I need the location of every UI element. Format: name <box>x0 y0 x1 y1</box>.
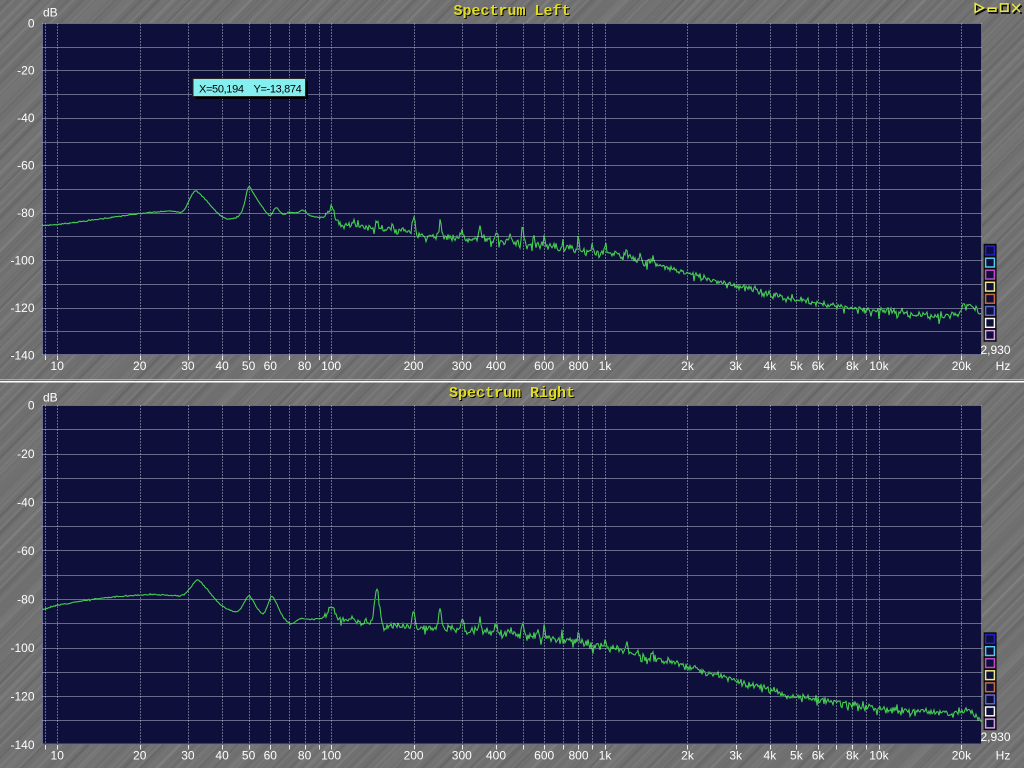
svg-text:-80: -80 <box>17 206 35 220</box>
svg-text:50: 50 <box>242 359 256 373</box>
svg-text:Spectrum Left: Spectrum Left <box>453 3 570 20</box>
svg-text:1k: 1k <box>599 749 613 763</box>
svg-text:600: 600 <box>534 749 554 763</box>
svg-text:Spectrum Right: Spectrum Right <box>450 386 576 403</box>
svg-text:10: 10 <box>51 749 65 763</box>
svg-text:400: 400 <box>486 359 506 373</box>
svg-text:100: 100 <box>321 749 341 763</box>
svg-text:-140: -140 <box>10 738 34 752</box>
svg-text:200: 200 <box>404 359 424 373</box>
svg-text:8k: 8k <box>846 359 860 373</box>
svg-text:2,930: 2,930 <box>980 343 1010 357</box>
svg-text:-20: -20 <box>17 447 35 461</box>
svg-text:30: 30 <box>181 359 195 373</box>
svg-text:600: 600 <box>534 359 554 373</box>
svg-text:30: 30 <box>181 749 195 763</box>
svg-text:200: 200 <box>404 749 424 763</box>
svg-text:Spectrum Left: Spectrum Left <box>454 4 571 21</box>
svg-text:100: 100 <box>321 359 341 373</box>
svg-text:60: 60 <box>264 749 278 763</box>
svg-text:2k: 2k <box>681 749 695 763</box>
svg-text:80: 80 <box>298 359 312 373</box>
svg-text:dB: dB <box>43 6 58 20</box>
svg-text:10k: 10k <box>869 359 889 373</box>
svg-text:-60: -60 <box>17 159 35 173</box>
svg-text:20k: 20k <box>952 749 972 763</box>
svg-text:Hz: Hz <box>996 749 1011 763</box>
svg-text:4k: 4k <box>764 749 778 763</box>
svg-text:300: 300 <box>452 749 472 763</box>
svg-text:4k: 4k <box>764 359 778 373</box>
svg-text:2,930: 2,930 <box>980 730 1010 744</box>
svg-text:-100: -100 <box>10 253 34 267</box>
svg-text:6k: 6k <box>812 749 826 763</box>
svg-text:20: 20 <box>133 359 147 373</box>
svg-text:-120: -120 <box>10 689 34 703</box>
svg-text:40: 40 <box>215 359 229 373</box>
svg-text:800: 800 <box>568 359 588 373</box>
svg-text:-20: -20 <box>17 64 35 78</box>
svg-text:-80: -80 <box>17 592 35 606</box>
svg-text:-40: -40 <box>17 495 35 509</box>
svg-text:40: 40 <box>215 749 229 763</box>
svg-text:5k: 5k <box>790 359 804 373</box>
svg-text:-60: -60 <box>17 544 35 558</box>
svg-text:10k: 10k <box>869 749 889 763</box>
svg-text:dB: dB <box>43 391 58 405</box>
svg-text:3k: 3k <box>729 749 743 763</box>
svg-text:1k: 1k <box>599 359 613 373</box>
svg-text:20: 20 <box>133 749 147 763</box>
svg-text:60: 60 <box>264 359 278 373</box>
svg-text:400: 400 <box>486 749 506 763</box>
svg-text:Spectrum Right: Spectrum Right <box>449 385 575 402</box>
svg-text:8k: 8k <box>846 749 860 763</box>
svg-text:80: 80 <box>298 749 312 763</box>
svg-text:-40: -40 <box>17 111 35 125</box>
svg-text:6k: 6k <box>812 359 826 373</box>
svg-text:2k: 2k <box>681 359 695 373</box>
svg-text:-120: -120 <box>10 301 34 315</box>
svg-text:3k: 3k <box>729 359 743 373</box>
svg-text:300: 300 <box>452 359 472 373</box>
svg-text:X=50,194: X=50,194 <box>199 84 244 96</box>
svg-text:Y=-13,874: Y=-13,874 <box>254 84 302 96</box>
svg-text:800: 800 <box>568 749 588 763</box>
svg-text:Hz: Hz <box>996 359 1011 373</box>
svg-text:5k: 5k <box>790 749 804 763</box>
svg-text:20k: 20k <box>952 359 972 373</box>
svg-text:0: 0 <box>28 398 35 412</box>
svg-text:10: 10 <box>51 359 65 373</box>
svg-text:-100: -100 <box>10 641 34 655</box>
svg-text:0: 0 <box>28 16 35 30</box>
svg-text:50: 50 <box>242 749 256 763</box>
svg-text:-140: -140 <box>10 348 34 362</box>
